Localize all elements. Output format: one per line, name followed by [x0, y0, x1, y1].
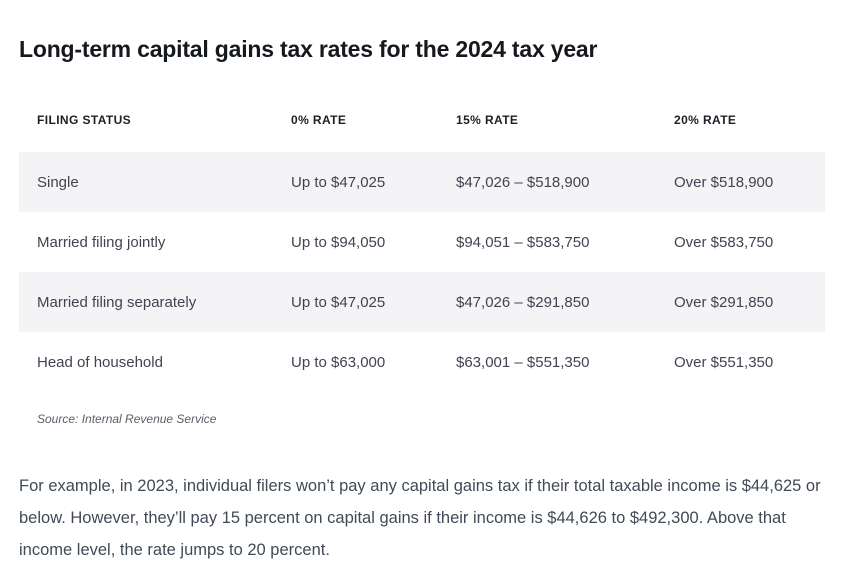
rate-20-cell: Over $291,850	[674, 293, 774, 311]
rate-0-cell: Up to $94,050	[291, 233, 386, 251]
article-title: Long-term capital gains tax rates for th…	[19, 36, 598, 62]
rate-0-cell: Up to $47,025	[291, 293, 386, 311]
rate-15-cell: $47,026 – $291,850	[456, 293, 590, 311]
rate-20-cell: Over $518,900	[674, 173, 774, 191]
table-header-row: FILING STATUS 0% RATE 15% RATE 20% RATE	[19, 86, 825, 152]
column-header-15-rate: 15% RATE	[456, 113, 519, 127]
table-row-married-jointly: Married filing jointly Up to $94,050 $94…	[19, 212, 825, 272]
filing-status-cell: Single	[37, 173, 79, 191]
table-row-single: Single Up to $47,025 $47,026 – $518,900 …	[19, 152, 825, 212]
capital-gains-rate-table: FILING STATUS 0% RATE 15% RATE 20% RATE …	[19, 86, 825, 392]
filing-status-cell: Head of household	[37, 353, 163, 371]
article-page: Long-term capital gains tax rates for th…	[19, 36, 825, 559]
rate-15-cell: $47,026 – $518,900	[456, 173, 590, 191]
rate-15-cell: $94,051 – $583,750	[456, 233, 590, 251]
column-header-filing-status: FILING STATUS	[37, 113, 132, 127]
filing-status-cell: Married filing jointly	[37, 233, 166, 251]
rate-15-cell: $63,001 – $551,350	[456, 353, 590, 371]
column-header-20-rate: 20% RATE	[674, 113, 737, 127]
source-attribution: Source: Internal Revenue Service	[37, 412, 217, 426]
rate-0-cell: Up to $63,000	[291, 353, 386, 371]
column-header-0-rate: 0% RATE	[291, 113, 347, 127]
table-row-married-separately: Married filing separately Up to $47,025 …	[19, 272, 825, 332]
rate-20-cell: Over $551,350	[674, 353, 774, 371]
article-body-paragraph: For example, in 2023, individual filers …	[19, 477, 821, 559]
rate-20-cell: Over $583,750	[674, 233, 774, 251]
filing-status-cell: Married filing separately	[37, 293, 197, 311]
table-body: Single Up to $47,025 $47,026 – $518,900 …	[19, 152, 825, 392]
rate-0-cell: Up to $47,025	[291, 173, 386, 191]
table-row-head-of-household: Head of household Up to $63,000 $63,001 …	[19, 332, 825, 392]
